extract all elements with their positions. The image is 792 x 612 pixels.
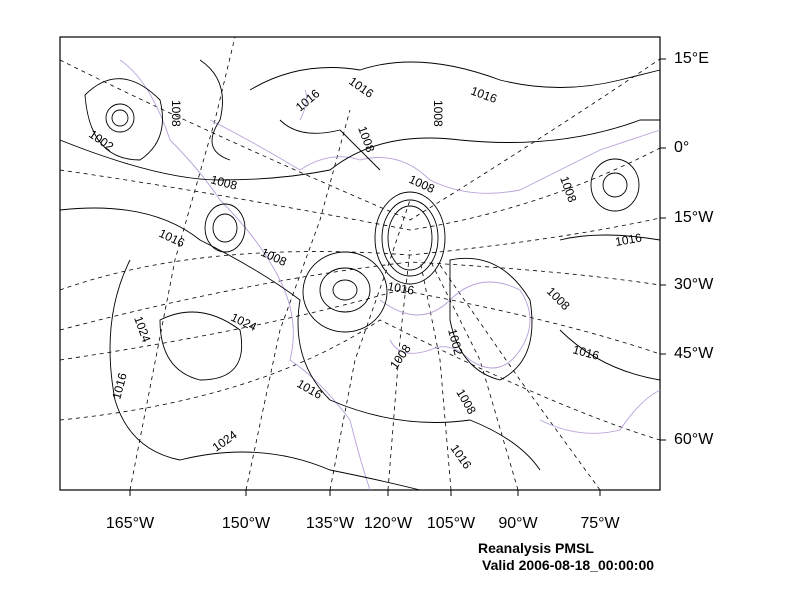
contour-label: 1016 xyxy=(448,442,475,472)
lat-label: 60°W xyxy=(674,431,714,448)
contour-label: 1002 xyxy=(86,127,116,154)
coastlines xyxy=(119,59,661,491)
contour-label: 1024 xyxy=(210,427,240,454)
contour-label: 1016 xyxy=(614,230,643,248)
contour-label: 1008 xyxy=(387,342,414,372)
lon-label: 150°W xyxy=(221,515,271,532)
contour-label: 1008 xyxy=(557,174,579,204)
contour-label: 1008 xyxy=(453,387,479,417)
contour-label: 1016 xyxy=(346,74,376,101)
pressure-contours xyxy=(59,59,661,491)
plot-frame xyxy=(59,36,661,491)
lat-label: 45°W xyxy=(674,345,714,362)
lon-label: 75°W xyxy=(580,515,620,532)
contour-label: 1008 xyxy=(407,172,437,196)
lon-label: 165°W xyxy=(105,515,155,532)
contour-label: 1016 xyxy=(386,279,415,297)
contour-label: 1024 xyxy=(131,314,153,344)
contour-label: 1016 xyxy=(469,84,499,106)
contour-label: 1016 xyxy=(295,376,325,402)
footer-valid-time: Valid 2006-08-18_00:00:00 xyxy=(482,557,655,573)
footer-title: Reanalysis PMSL xyxy=(478,540,594,556)
contour-label: 1008 xyxy=(259,245,289,269)
contour-label: 1008 xyxy=(544,284,573,313)
contour-label: 1016 xyxy=(571,342,601,363)
lat-label: 0° xyxy=(674,139,690,156)
contour-label: 1008 xyxy=(355,124,377,154)
lon-label: 120°W xyxy=(363,515,413,532)
lon-label: 135°W xyxy=(305,515,355,532)
contour-label: 1008 xyxy=(169,100,183,127)
lon-label: 90°W xyxy=(498,515,538,532)
lat-label: 15°E xyxy=(674,50,709,67)
contour-label: 1016 xyxy=(109,371,130,401)
contour-label: 1008 xyxy=(431,100,445,127)
contour-label: 1016 xyxy=(293,86,323,114)
lon-label: 105°W xyxy=(426,515,476,532)
contour-label: 1016 xyxy=(157,226,187,250)
contour-label: 1024 xyxy=(229,310,259,334)
contour-label: 1002 xyxy=(445,327,466,357)
contour-label: 1008 xyxy=(209,172,239,193)
lat-lon-gridlines xyxy=(59,36,661,491)
axis-ticks xyxy=(129,58,666,496)
lat-label: 15°W xyxy=(674,209,714,226)
lat-label: 30°W xyxy=(674,276,714,293)
